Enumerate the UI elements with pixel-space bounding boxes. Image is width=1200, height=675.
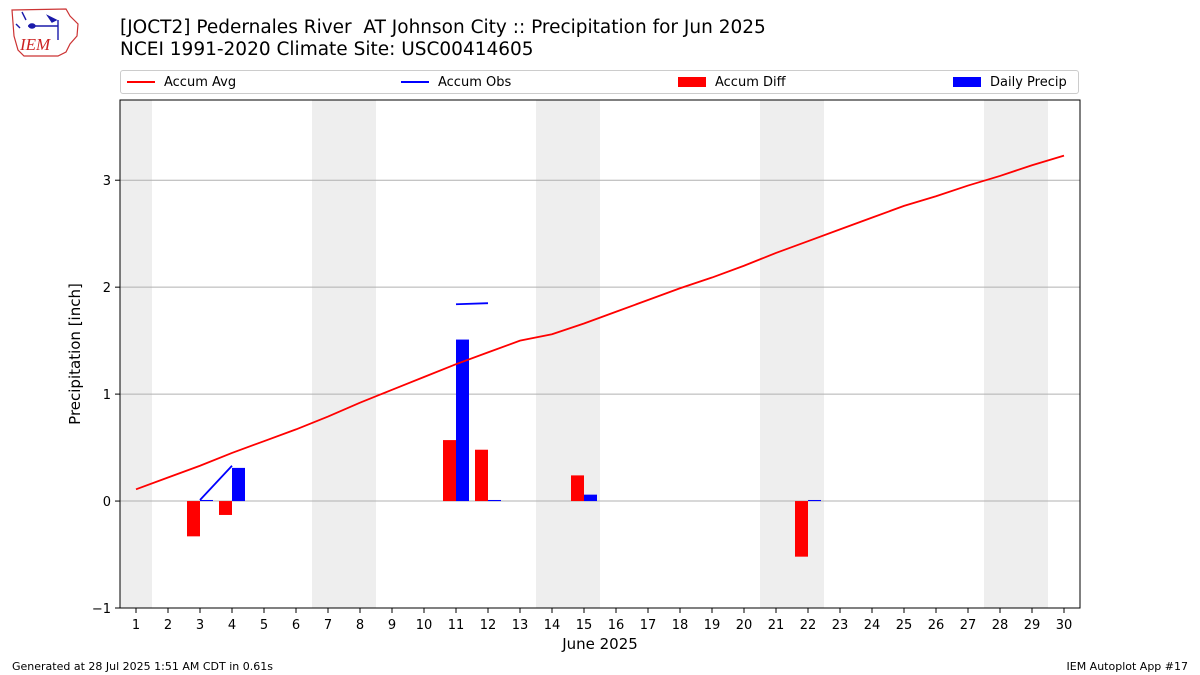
legend-label-daily-precip: Daily Precip — [990, 74, 1067, 90]
bar-accum-diff — [443, 440, 456, 502]
x-tick-label: 11 — [448, 618, 465, 633]
x-tick-label: 1 — [132, 618, 140, 633]
bar-accum-diff — [219, 501, 232, 515]
x-tick-label: 29 — [1024, 618, 1041, 633]
x-tick-label: 4 — [228, 618, 236, 633]
weekend-shade — [760, 100, 792, 608]
legend: Accum Avg Accum Obs Accum Diff Daily Pre… — [120, 70, 1079, 94]
x-tick-label: 16 — [608, 618, 625, 633]
weekend-shade — [568, 100, 600, 608]
y-tick-label: −1 — [92, 602, 111, 617]
x-tick-label: 17 — [640, 618, 657, 633]
iem-logo: IEM — [11, 8, 79, 57]
x-tick-label: 2 — [164, 618, 172, 633]
x-tick-label: 25 — [896, 618, 913, 633]
x-tick-label: 13 — [512, 618, 529, 633]
bar-accum-diff — [187, 501, 200, 537]
x-tick-label: 10 — [416, 618, 433, 633]
line-accum-obs — [199, 465, 233, 501]
legend-item-accum-obs: Accum Obs — [401, 74, 511, 90]
x-tick-label: 14 — [544, 618, 561, 633]
x-tick-label: 12 — [480, 618, 497, 633]
x-tick-label: 3 — [196, 618, 204, 633]
line-accum-avg — [135, 154, 1065, 491]
x-tick-label: 30 — [1056, 618, 1073, 633]
bar-accum-diff — [795, 501, 808, 557]
legend-item-daily-precip: Daily Precip — [953, 74, 1067, 90]
legend-item-accum-diff: Accum Diff — [678, 74, 786, 90]
legend-item-accum-avg: Accum Avg — [127, 74, 236, 90]
weekend-shade — [120, 100, 152, 608]
x-tick-label: 15 — [576, 618, 593, 633]
y-axis-label: Precipitation [inch] — [66, 283, 84, 425]
bar-daily-precip — [488, 499, 501, 502]
legend-label-accum-diff: Accum Diff — [715, 74, 786, 90]
x-axis-label: June 2025 — [561, 635, 638, 653]
chart-title: [JOCT2] Pedernales River AT Johnson City… — [120, 17, 766, 38]
y-tick-label: 2 — [103, 281, 111, 296]
footer-app-text: IEM Autoplot App #17 — [1066, 660, 1189, 673]
y-tick-label: 3 — [103, 174, 111, 189]
x-tick-label: 24 — [864, 618, 881, 633]
x-tick-label: 27 — [960, 618, 977, 633]
weekend-shade — [984, 100, 1016, 608]
legend-swatch-accum-avg — [127, 81, 155, 83]
x-tick-label: 8 — [356, 618, 364, 633]
legend-swatch-daily-precip — [953, 77, 981, 87]
x-tick-label: 22 — [800, 618, 817, 633]
bar-daily-precip — [456, 339, 469, 502]
bar-accum-diff — [571, 475, 584, 502]
bar-daily-precip — [200, 499, 213, 502]
x-tick-label: 21 — [768, 618, 785, 633]
x-tick-label: 23 — [832, 618, 849, 633]
line-accum-obs — [455, 302, 489, 306]
chart-subtitle: NCEI 1991-2020 Climate Site: USC00414605 — [120, 39, 534, 60]
legend-swatch-accum-obs — [401, 81, 429, 83]
legend-swatch-accum-diff — [678, 77, 706, 87]
weekend-shade — [1016, 100, 1048, 608]
plot-frame — [119, 99, 1081, 609]
x-tick-label: 5 — [260, 618, 268, 633]
bar-daily-precip — [584, 494, 597, 502]
weekend-shade — [312, 100, 344, 608]
x-tick-label: 18 — [672, 618, 689, 633]
weekend-shade — [344, 100, 376, 608]
x-tick-label: 9 — [388, 618, 396, 633]
weekend-shade — [536, 100, 568, 608]
x-tick-label: 28 — [992, 618, 1009, 633]
bar-accum-diff — [475, 449, 488, 502]
iem-logo-text: IEM — [19, 35, 51, 54]
bar-daily-precip — [808, 499, 821, 502]
x-tick-label: 6 — [292, 618, 300, 633]
x-tick-label: 26 — [928, 618, 945, 633]
x-tick-label: 20 — [736, 618, 753, 633]
y-tick-label: 0 — [103, 495, 111, 510]
x-tick-label: 7 — [324, 618, 332, 633]
legend-label-accum-obs: Accum Obs — [438, 74, 512, 90]
y-tick-label: 1 — [103, 388, 111, 403]
x-tick-label: 19 — [704, 618, 721, 633]
legend-label-accum-avg: Accum Avg — [164, 74, 237, 90]
footer-generated-text: Generated at 28 Jul 2025 1:51 AM CDT in … — [12, 660, 273, 673]
bar-daily-precip — [232, 467, 245, 502]
